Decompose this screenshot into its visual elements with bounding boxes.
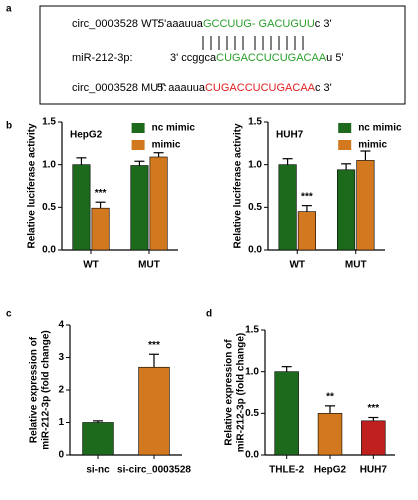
- x-tick-label: MUT: [138, 260, 160, 271]
- legend-swatch: [131, 140, 145, 150]
- sequence-segment: c 3': [315, 82, 332, 94]
- chart-title: HepG2: [70, 130, 103, 141]
- sequence: 5'aaauuaGCCUUG- GACUGUUc 3': [158, 18, 332, 30]
- y-axis-label: Relative luciferase activity: [233, 123, 244, 249]
- sequence-segment: c 3': [315, 18, 332, 30]
- y-axis-label: Relative expression of: [29, 336, 40, 443]
- legend-swatch: [338, 123, 352, 133]
- x-tick-label: WT: [83, 260, 99, 271]
- panel-label: d: [206, 309, 212, 320]
- bar: [149, 156, 168, 251]
- bar: [91, 207, 110, 251]
- legend-label: nc mimic: [358, 123, 402, 134]
- sequence: 3' ccggcaCUGACCUCUGACAAu 5': [170, 52, 344, 64]
- y-axis-label: miR-212-3p (fold change): [41, 330, 52, 449]
- bar: [297, 211, 316, 251]
- sequence-segment: u 5': [326, 52, 343, 64]
- panel-label: b: [6, 121, 12, 132]
- x-tick-label: HepG2: [314, 465, 347, 476]
- y-tick-label: 1.5: [42, 117, 56, 128]
- legend-label: nc mimic: [152, 123, 196, 134]
- pairing-bars: [202, 36, 304, 50]
- sequence-name: circ_0003528 WT:: [72, 18, 160, 30]
- bar: [361, 420, 386, 456]
- legend-label: mimic: [152, 140, 181, 151]
- x-tick-label: si-circ_0003528: [117, 465, 191, 476]
- y-tick-label: 1.5: [248, 117, 262, 128]
- panel-label: c: [6, 309, 12, 320]
- legend-swatch: [131, 123, 145, 133]
- y-axis-label: miR-212-3p (fold change): [236, 333, 247, 452]
- y-tick-label: 0.5: [245, 408, 259, 419]
- bar: [356, 160, 375, 251]
- y-tick-label: 1.0: [245, 366, 259, 377]
- sequence-box: [39, 5, 406, 105]
- bar: [72, 164, 91, 251]
- y-tick-label: 0.5: [42, 202, 56, 213]
- significance: ***: [301, 191, 313, 202]
- y-tick-label: 0.0: [42, 245, 56, 256]
- significance: ***: [148, 340, 160, 351]
- y-tick-label: 4: [58, 320, 64, 331]
- y-tick-label: 2: [58, 385, 64, 396]
- y-tick-label: 0.5: [248, 202, 262, 213]
- x-tick-label: MUT: [345, 260, 367, 271]
- x-tick-label: si-nc: [86, 465, 110, 476]
- bar: [130, 165, 149, 251]
- y-tick-label: 0.0: [248, 245, 262, 256]
- significance: **: [326, 391, 334, 402]
- legend-swatch: [338, 140, 352, 150]
- y-tick-label: 1.5: [245, 325, 259, 336]
- x-tick-label: WT: [289, 260, 305, 271]
- chart-title: HUH7: [276, 130, 304, 141]
- bar: [274, 371, 299, 456]
- bar: [82, 422, 114, 456]
- legend-label: mimic: [358, 140, 387, 151]
- y-axis-label: Relative luciferase activity: [27, 123, 38, 249]
- sequence-name: circ_0003528 MUT:: [72, 82, 167, 94]
- bar: [278, 164, 297, 251]
- sequence: 5' aaauuaCUGACCUCUGACAAc 3': [157, 82, 332, 94]
- y-axis-label: Relative expression of: [224, 339, 235, 446]
- y-tick-label: 1.0: [42, 159, 56, 170]
- y-tick-label: 1.0: [248, 159, 262, 170]
- significance: ***: [367, 403, 379, 414]
- sequence-segment: GCCUUG- GACUGUU: [203, 18, 315, 30]
- sequence-segment: 5'aaauua: [158, 18, 204, 30]
- y-tick-label: 0: [58, 450, 64, 461]
- sequence-segment: CUGACCUCUGACAA: [205, 82, 316, 94]
- sequence-name: miR-212-3p:: [72, 52, 133, 64]
- sequence-segment: 3' ccggca: [170, 52, 217, 64]
- significance: ***: [95, 188, 107, 199]
- x-tick-label: HUH7: [360, 465, 388, 476]
- sequence-segment: 5' aaauua: [157, 82, 206, 94]
- bar: [138, 366, 170, 456]
- y-tick-label: 1: [58, 417, 64, 428]
- x-tick-label: THLE-2: [269, 465, 304, 476]
- y-tick-label: 0.0: [245, 450, 259, 461]
- sequence-segment: CUGACCUCUGACAA: [216, 52, 327, 64]
- panel-label: a: [6, 4, 12, 15]
- bar: [337, 169, 356, 251]
- bar: [317, 413, 343, 456]
- y-tick-label: 3: [58, 352, 64, 363]
